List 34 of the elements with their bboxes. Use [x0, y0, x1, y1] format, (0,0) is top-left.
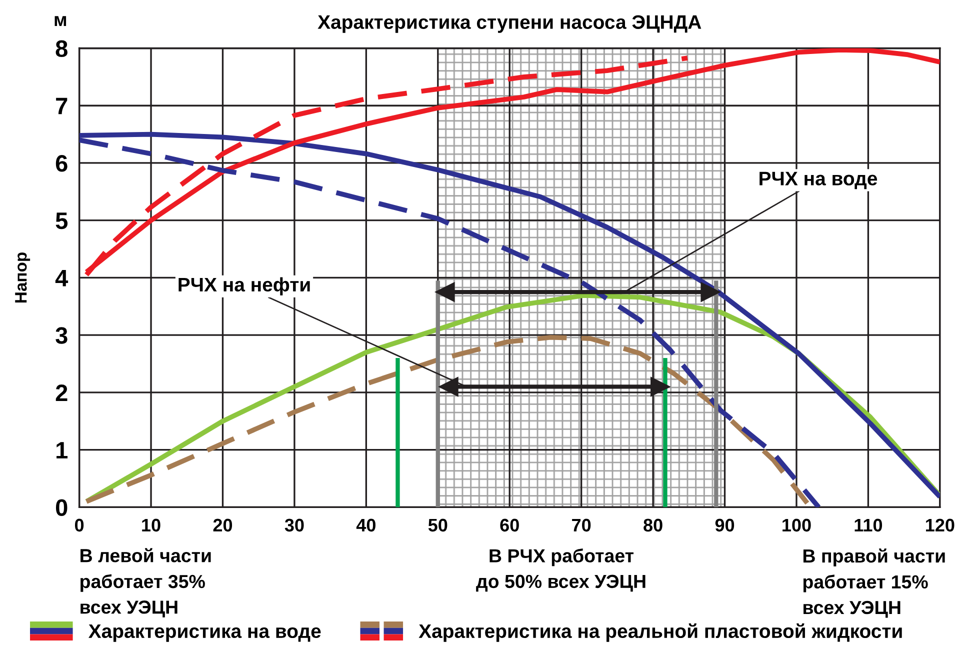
y-tick-label: 0 [56, 499, 68, 516]
x-tick-label: 70 [572, 518, 591, 532]
y-tick-label: 7 [56, 98, 68, 114]
y-tick-label: 3 [56, 327, 68, 344]
x-tick-label: 40 [356, 518, 376, 532]
x-tick-label: 0 [74, 518, 84, 532]
annotation: РЧХ на воде [760, 172, 878, 190]
x-tick-label: 80 [644, 518, 662, 532]
y-axis-title: Напор [15, 252, 30, 302]
chart-title: Характеристика ступени насоса ЭЦНДА [318, 15, 702, 33]
y-tick-label: 6 [56, 155, 68, 172]
text: м [54, 16, 66, 26]
y-tick-label: 1 [56, 442, 68, 458]
x-tick-label: 50 [428, 518, 448, 532]
line-series [84, 334, 810, 506]
text: В РЧХ работает до 50% всех УЭЦН [476, 548, 646, 592]
text: В левой части работает 35% всех УЭЦН [80, 548, 211, 618]
line-series [84, 48, 940, 274]
x-tick-label: 30 [284, 518, 304, 532]
y-tick-label: 4 [55, 270, 68, 286]
x-tick-label: 120 [926, 518, 954, 532]
x-tick-label: 10 [142, 518, 160, 532]
annotation: РЧХ на нефти [178, 277, 310, 296]
x-tick-label: 90 [715, 518, 734, 532]
text: В правой части работает 15% всех УЭЦН [803, 548, 945, 618]
x-tick-label: 20 [213, 518, 232, 532]
x-tick-label: 60 [500, 518, 519, 532]
x-tick-label: 100 [782, 518, 811, 532]
legend-label: Характеристика на воде [88, 624, 321, 642]
y-tick-label: 5 [56, 212, 68, 230]
legend-label: Характеристика на реальной пластовой жидкости [418, 623, 902, 642]
y-tick-label: 2 [56, 384, 68, 402]
x-tick-label: 110 [854, 518, 882, 532]
y-tick-label: 8 [56, 40, 68, 58]
